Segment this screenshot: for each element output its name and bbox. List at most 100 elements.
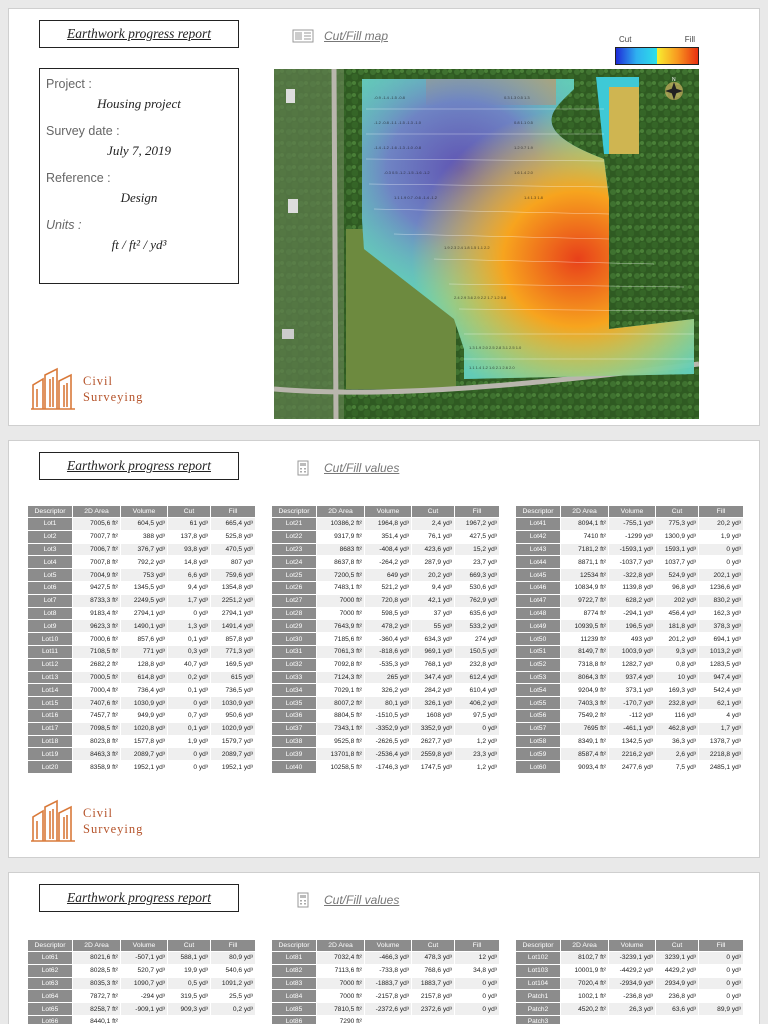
value-cell: 20,2 yd³ (412, 569, 454, 581)
table-row: Lot47 9722,7 ft² 628,2 yd³ 202 yd³ 830,2 yd³ (516, 594, 743, 607)
table-row: Lot61 8021,6 ft² -507,1 yd³ 588,1 yd³ 80,9 y… (28, 952, 255, 964)
value-cell: -1593,1 yd³ (609, 543, 655, 556)
descriptor-cell: Lot43 (516, 543, 560, 556)
column-header: Descriptor (28, 506, 72, 517)
value-cell: -264,2 yd³ (365, 556, 411, 569)
value-cell: -2934,9 yd³ (609, 977, 655, 990)
value-cell (412, 1015, 454, 1024)
value-cell: 20,2 yd³ (699, 518, 743, 530)
value-cell: 4 yd³ (699, 709, 743, 722)
value-cell: 7061,3 ft² (317, 645, 364, 658)
column-header: Cut (168, 506, 210, 517)
value-cell: 1030,9 yd³ (121, 697, 167, 709)
value-cell: 7185,6 ft² (317, 633, 364, 645)
value-cell: 1608 yd³ (412, 709, 454, 722)
column-header: 2D Area (317, 506, 364, 517)
value-cell: 9,3 yd³ (656, 645, 698, 658)
value-cell: 635,6 yd³ (455, 607, 499, 620)
table-row: Lot15 7407,6 ft² 1030,9 yd³ 0 yd³ 1030,9 yd³ (28, 697, 255, 709)
descriptor-cell: Lot42 (516, 530, 560, 543)
descriptor-cell: Lot32 (272, 658, 316, 671)
descriptor-cell: Lot15 (28, 697, 72, 709)
value-cell: 520,7 yd³ (121, 964, 167, 977)
table-row: Lot24 8637,8 ft² -264,2 yd³ 287,9 yd³ 23,7 y… (272, 556, 499, 569)
value-cell: 0,5 yd³ (168, 977, 210, 990)
value-cell: 8007,2 ft² (317, 697, 364, 709)
value-cell: -1746,3 yd³ (365, 761, 411, 773)
value-cell: -755,1 yd³ (609, 518, 655, 530)
table-row: Lot36 8804,5 ft² -1510,5 yd³ 1608 yd³ 97,5 y… (272, 709, 499, 722)
value-cell: 2,6 yd³ (656, 748, 698, 761)
descriptor-cell: Lot83 (272, 977, 316, 990)
table-row: Lot1 7005,6 ft² 604,5 yd³ 61 yd³ 665,4 yd³ (28, 518, 255, 530)
cut-fill-map[interactable]: -0.9 -1.4 -1.5 -0.8 0.3 1.3 0.5 1.3 -1.2 … (273, 68, 700, 420)
value-cell: 42,1 yd³ (412, 594, 454, 607)
table-row: Lot65 8258,7 ft² -909,1 yd³ 909,3 yd³ 0,2 yd… (28, 1003, 255, 1015)
company-logo: Civil Surveying (31, 367, 143, 411)
value-cell: 10834,9 ft² (561, 581, 608, 594)
value-cell: 80,1 yd³ (365, 697, 411, 709)
descriptor-cell: Lot2 (28, 530, 72, 543)
value-cell: 614,8 yd³ (121, 671, 167, 684)
value-cell: 7000,5 ft² (73, 671, 120, 684)
value-cell: -294,1 yd³ (609, 607, 655, 620)
value-cell: 8102,7 ft² (561, 952, 608, 964)
value-cell: 456,4 yd³ (656, 607, 698, 620)
table-row: Lot48 8774 ft² -294,1 yd³ 456,4 yd³ 162,3 yd… (516, 607, 743, 620)
value-cell: 6,6 yd³ (168, 569, 210, 581)
table-row: Lot43 7181,2 ft² -1593,1 yd³ 1593,1 yd³ 0 yd… (516, 543, 743, 556)
descriptor-cell: Lot47 (516, 594, 560, 607)
descriptor-cell: Lot56 (516, 709, 560, 722)
column-header: 2D Area (73, 940, 120, 951)
table-row: Lot13 7000,5 ft² 614,8 yd³ 0,2 yd³ 615 yd³ (28, 671, 255, 684)
value-cell: 128,8 yd³ (121, 658, 167, 671)
reference-label: Reference : (46, 171, 111, 185)
table-row: Patch3 (516, 1015, 743, 1024)
north-arrow-icon: N (665, 77, 683, 100)
value-cell: 947,4 yd³ (699, 671, 743, 684)
descriptor-cell: Lot24 (272, 556, 316, 569)
units-label: Units : (46, 218, 82, 232)
value-cell: 2089,7 yd³ (121, 748, 167, 761)
table-row: Lot81 7032,4 ft² -466,3 yd³ 478,3 yd³ 12 yd³ (272, 952, 499, 964)
section-label: Cut/Fill map (324, 29, 389, 43)
value-cell: 8587,4 ft² (561, 748, 608, 761)
value-cell: 1,9 yd³ (699, 530, 743, 543)
value-cell: 8733,3 ft² (73, 594, 120, 607)
descriptor-cell: Lot28 (272, 607, 316, 620)
descriptor-cell: Lot29 (272, 620, 316, 633)
value-cell: 93,8 yd³ (168, 543, 210, 556)
value-cell: 909,3 yd³ (168, 1003, 210, 1015)
cut-fill-table: Descriptor 2D Area Volume Cut Fill Lot102 8102… (515, 939, 744, 1024)
descriptor-cell: Lot82 (272, 964, 316, 977)
value-cell: 232,8 yd³ (455, 658, 499, 671)
table-row: Lot83 7000 ft² -1883,7 yd³ 1883,7 yd³ 0 yd³ (272, 977, 499, 990)
value-cell: 0,2 yd³ (168, 671, 210, 684)
svg-text:1.6 1.4 2.0: 1.6 1.4 2.0 (514, 170, 534, 175)
descriptor-cell: Lot46 (516, 581, 560, 594)
value-cell: 462,8 yd³ (656, 722, 698, 735)
descriptor-cell: Lot13 (28, 671, 72, 684)
calculator-icon (297, 460, 309, 476)
value-cell: 4429,2 yd³ (656, 964, 698, 977)
value-cell: -1037,7 yd³ (609, 556, 655, 569)
descriptor-cell: Lot85 (272, 1003, 316, 1015)
value-cell: -1883,7 yd³ (365, 977, 411, 990)
table-row: Lot31 7061,3 ft² -818,6 yd³ 969,1 yd³ 150,5 … (272, 645, 499, 658)
table-row: Lot27 7000 ft² 720,8 yd³ 42,1 yd³ 762,9 yd³ (272, 594, 499, 607)
column-header: Fill (699, 940, 743, 951)
value-cell: 9204,9 ft² (561, 684, 608, 697)
value-cell: 1,3 yd³ (168, 620, 210, 633)
table-row: Lot9 9623,3 ft² 1490,1 yd³ 1,3 yd³ 1491,4 yd… (28, 620, 255, 633)
svg-text:1.1 1.9 0.7 -0.6 -1.4 -1.2: 1.1 1.9 0.7 -0.6 -1.4 -1.2 (394, 195, 438, 200)
value-cell: 1,2 yd³ (455, 761, 499, 773)
value-cell: 588,1 yd³ (168, 952, 210, 964)
value-cell: 2372,6 yd³ (412, 1003, 454, 1015)
descriptor-cell: Lot65 (28, 1003, 72, 1015)
value-cell: 3239,1 yd³ (656, 952, 698, 964)
legend-fill-swatch (657, 48, 698, 64)
value-cell: 0,2 yd³ (211, 1003, 255, 1015)
table-row: Lot35 8007,2 ft² 80,1 yd³ 326,1 yd³ 406,2 yd… (272, 697, 499, 709)
value-cell: 274 yd³ (455, 633, 499, 645)
table-row: Lot14 7000,4 ft² 736,4 yd³ 0,1 yd³ 736,5 yd³ (28, 684, 255, 697)
